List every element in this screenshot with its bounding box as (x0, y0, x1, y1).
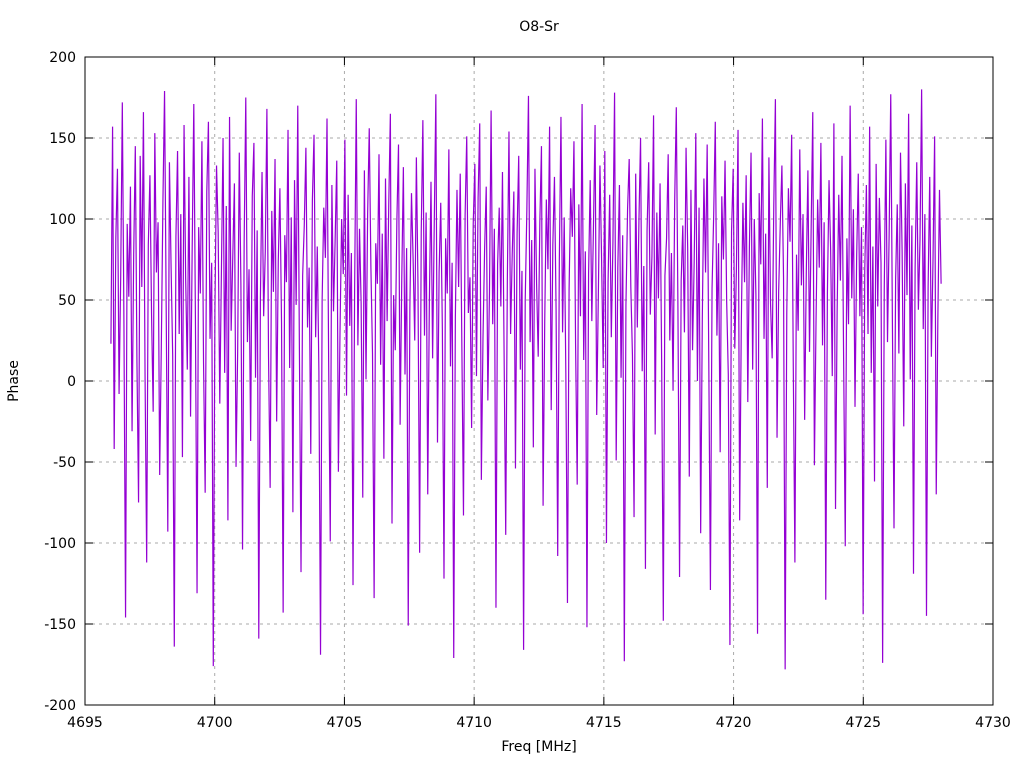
x-tick-label: 4725 (845, 715, 881, 731)
y-tick-label: 200 (49, 50, 76, 66)
y-tick-label: 0 (67, 374, 76, 390)
y-tick-label: 50 (58, 293, 76, 309)
x-tick-label: 4700 (197, 715, 233, 731)
y-tick-label: 150 (49, 131, 76, 147)
x-tick-label: 4720 (716, 715, 752, 731)
x-tick-label: 4695 (67, 715, 103, 731)
x-tick-label: 4710 (456, 715, 492, 731)
chart-title: O8-Sr (519, 19, 559, 35)
y-tick-label: 100 (49, 212, 76, 228)
series-line-phase (110, 89, 942, 670)
x-tick-label: 4715 (586, 715, 622, 731)
x-axis-label: Freq [MHz] (501, 739, 577, 755)
y-tick-label: -50 (53, 455, 76, 471)
x-tick-label: 4730 (975, 715, 1011, 731)
x-tick-label: 4705 (327, 715, 363, 731)
y-axis-label: Phase (6, 360, 22, 402)
y-tick-label: -150 (44, 617, 76, 633)
y-tick-label: -200 (44, 698, 76, 714)
y-tick-label: -100 (44, 536, 76, 552)
